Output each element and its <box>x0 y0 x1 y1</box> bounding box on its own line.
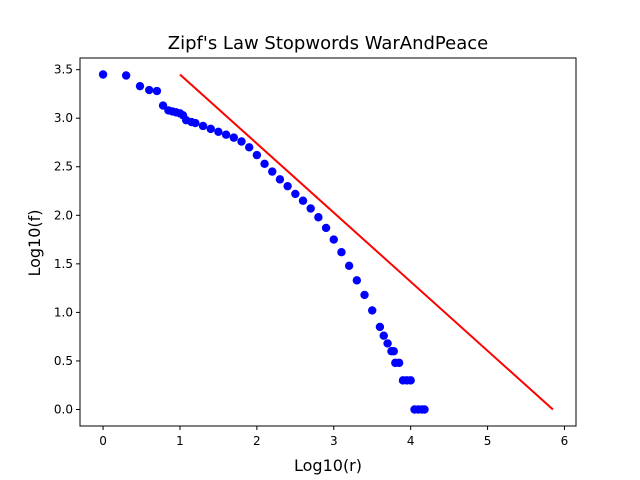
x-tick-label: 4 <box>407 434 415 448</box>
y-tick-label: 0.5 <box>54 354 73 368</box>
data-point <box>306 204 315 213</box>
data-point <box>283 181 292 191</box>
x-tick-label: 1 <box>176 434 184 448</box>
data-point <box>214 127 223 136</box>
data-point <box>244 143 254 152</box>
x-tick-label: 6 <box>561 434 569 448</box>
data-point <box>291 189 300 199</box>
data-point <box>406 376 415 385</box>
data-point <box>275 175 285 184</box>
x-tick-label: 2 <box>253 434 261 448</box>
data-point <box>198 121 208 131</box>
data-point <box>145 85 154 95</box>
data-point <box>229 133 238 142</box>
fit-line <box>179 73 554 411</box>
axis-ticks: 0 1 2 3 4 5 6 0.0 0.5 1.0 1.5 2.0 2.5 3.0 3.5 <box>54 63 568 448</box>
data-point <box>152 86 162 96</box>
data-point <box>344 261 354 270</box>
plot-frame <box>79 57 577 427</box>
data-point <box>221 130 231 139</box>
y-tick-label: 0.0 <box>54 402 73 416</box>
x-tick-label: 0 <box>99 434 107 448</box>
data-point <box>268 167 277 176</box>
x-tick-label: 5 <box>484 434 492 448</box>
y-tick-label: 2.0 <box>54 208 73 222</box>
data-point <box>260 159 269 169</box>
data-point <box>337 247 346 257</box>
data-point <box>237 137 246 146</box>
data-point <box>191 118 200 128</box>
data-point <box>121 71 131 80</box>
data-point <box>379 331 388 340</box>
data-point <box>329 235 338 244</box>
data-point <box>420 405 429 414</box>
plot-marks <box>98 70 554 414</box>
y-tick-label: 3.0 <box>54 111 73 125</box>
data-point <box>314 213 323 222</box>
x-axis-label: Log10(r) <box>294 456 362 475</box>
y-axis-label: Log10(f) <box>25 209 44 276</box>
data-point <box>383 339 392 348</box>
data-point <box>368 306 377 315</box>
data-point <box>360 290 369 300</box>
data-point <box>375 322 385 332</box>
y-tick-label: 1.5 <box>54 257 73 271</box>
data-point <box>352 276 362 285</box>
data-point <box>321 223 331 233</box>
y-tick-label: 3.5 <box>54 63 73 77</box>
data-point <box>206 124 215 134</box>
data-point <box>252 150 262 160</box>
data-point <box>298 196 308 205</box>
data-point <box>394 358 404 368</box>
chart-title: Zipf's Law Stopwords WarAndPeace <box>168 33 488 54</box>
y-tick-label: 2.5 <box>54 160 73 174</box>
data-point <box>135 81 145 91</box>
y-tick-label: 1.0 <box>54 305 73 319</box>
x-tick-label: 3 <box>330 434 338 448</box>
data-point <box>98 70 108 79</box>
data-point <box>389 347 398 356</box>
data-point <box>158 101 168 110</box>
